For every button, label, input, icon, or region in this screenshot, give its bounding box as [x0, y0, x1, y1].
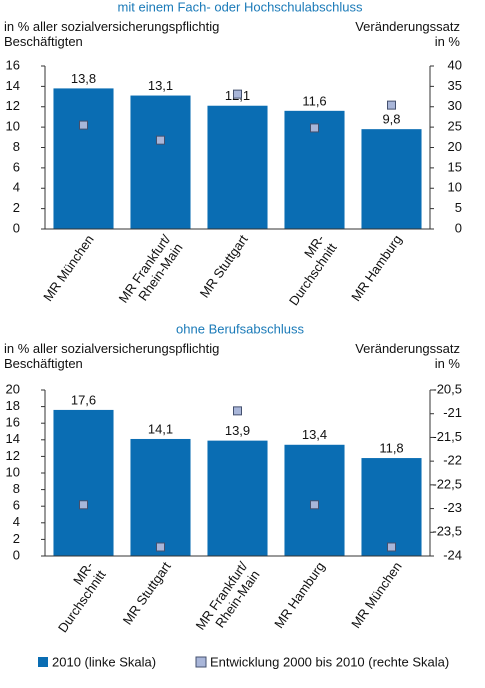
y2-tick-label: 0: [455, 220, 462, 235]
x-tick-label: MR München: [40, 232, 97, 304]
value-label: 9,8: [382, 112, 400, 127]
bar: [361, 458, 422, 556]
y-tick-label: 2: [13, 200, 20, 215]
y2-tick-label: 15: [448, 159, 462, 174]
y2-tick-label: 30: [448, 98, 462, 113]
y2-tick-label: 5: [455, 200, 462, 215]
y-tick-label: 0: [13, 547, 20, 562]
y-tick-label: 12: [6, 98, 20, 113]
y2-tick-label: -24: [443, 547, 462, 562]
y-tick-label: 8: [13, 139, 20, 154]
y2-tick-label: -22,5: [432, 476, 462, 491]
y-axis-label: in % aller sozialversicherungspflichtig B…: [4, 19, 219, 49]
y2-tick-label: 20: [448, 139, 462, 154]
marker: [79, 120, 88, 130]
marker: [387, 100, 396, 110]
y-tick-label: 10: [6, 119, 20, 134]
value-label: 17,6: [71, 392, 96, 407]
value-label: 11,8: [379, 440, 403, 455]
y-tick-label: 8: [13, 481, 20, 496]
y2-tick-label: -21,5: [432, 429, 462, 444]
y-tick-label: 16: [6, 415, 20, 430]
y2-tick-label: 40: [448, 57, 462, 72]
marker: [233, 406, 242, 416]
chart-title: ohne Berufsabschluss: [176, 321, 304, 336]
x-tick-label: MR München: [348, 559, 405, 631]
marker: [310, 500, 319, 510]
legend-label: Entwicklung 2000 bis 2010 (rechte Skala): [210, 654, 449, 669]
y2-tick-label: 25: [448, 119, 462, 134]
value-label: 13,8: [71, 71, 96, 86]
legend-swatch: [195, 656, 207, 668]
y-axis-label: in % aller sozialversicherungspflichtig B…: [4, 341, 219, 371]
y-tick-label: 14: [6, 78, 20, 93]
y-tick-label: 12: [6, 448, 20, 463]
y2-tick-label: -23,5: [432, 524, 462, 539]
marker: [156, 135, 165, 145]
y-tick-label: 20: [6, 381, 20, 396]
chart-title: mit einem Fach- oder Hochschulabschluss: [118, 0, 363, 14]
bar: [207, 105, 268, 229]
marker: [387, 542, 396, 552]
y-tick-label: 4: [13, 180, 20, 195]
legend-swatch: [38, 657, 48, 667]
x-tick-label: MR-Durchschnitt: [274, 232, 340, 309]
x-tick-label: MR Hamburg: [271, 559, 328, 631]
marker: [233, 89, 242, 99]
x-tick-label: MR Stuttgart: [120, 559, 174, 628]
y-tick-label: 0: [13, 220, 20, 235]
marker: [156, 542, 165, 552]
bar: [130, 95, 191, 229]
marker: [310, 123, 319, 133]
y-tick-label: 16: [6, 57, 20, 72]
y-tick-label: 4: [13, 514, 20, 529]
y-tick-label: 6: [13, 159, 20, 174]
bar: [53, 409, 114, 556]
x-tick-label: MR Stuttgart: [197, 232, 251, 301]
value-label: 13,4: [302, 427, 327, 442]
legend-label: 2010 (linke Skala): [52, 654, 156, 669]
bar: [207, 440, 268, 556]
value-label: 11,6: [302, 93, 326, 108]
bar: [361, 129, 422, 229]
bar: [130, 438, 191, 556]
y-tick-label: 2: [13, 531, 20, 546]
y-tick-label: 18: [6, 398, 20, 413]
y2-axis-label: Veränderungssatz in %: [355, 19, 460, 49]
y2-tick-label: 10: [448, 180, 462, 195]
x-tick-label: MR Frankfurt/Rhein-Main: [193, 559, 263, 642]
x-tick-label: MR-Durchschnitt: [43, 559, 109, 636]
y-tick-label: 6: [13, 498, 20, 513]
bar: [53, 88, 114, 229]
y-tick-label: 14: [6, 431, 20, 446]
x-tick-label: MR Frankfurt/Rhein-Main: [116, 232, 186, 315]
y2-tick-label: -20,5: [432, 381, 462, 396]
y2-tick-label: -21: [443, 405, 462, 420]
value-label: 14,1: [148, 421, 173, 436]
y-tick-label: 10: [6, 464, 20, 479]
value-label: 13,1: [148, 78, 173, 93]
y2-axis-label: Veränderungssatz in %: [355, 341, 460, 371]
value-label: 13,9: [225, 423, 250, 438]
marker: [79, 500, 88, 510]
y2-tick-label: -22: [443, 453, 462, 468]
y2-tick-label: 35: [448, 78, 462, 93]
y2-tick-label: -23: [443, 500, 462, 515]
x-tick-label: MR Hamburg: [348, 232, 405, 304]
